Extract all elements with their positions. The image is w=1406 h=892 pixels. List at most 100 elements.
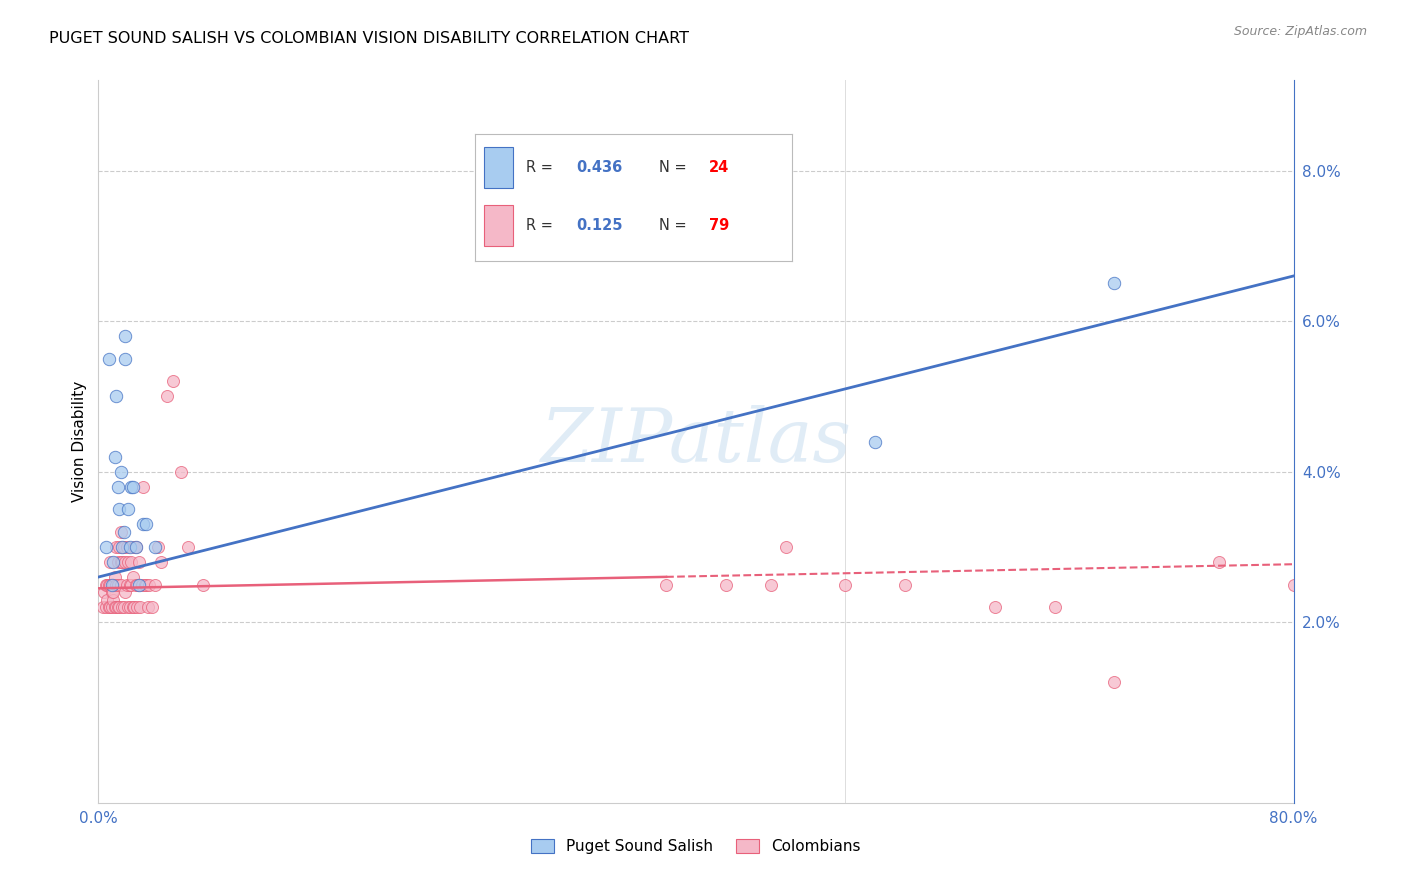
Point [111,555,134,569]
Point [1282,577,1305,591]
Point [125,577,148,591]
Point [93,585,115,599]
Point [94,540,117,554]
Point [1104,675,1126,690]
Point [117,600,139,615]
Point [150,555,173,569]
Point [143,540,166,554]
Point [96,577,118,591]
Point [118,577,141,591]
Point [98,600,122,615]
Point [114,555,136,569]
Point [104,450,127,464]
Point [118,600,141,615]
Point [94,577,117,591]
Point [105,540,128,554]
Legend: Puget Sound Salish, Colombians: Puget Sound Salish, Colombians [524,833,868,860]
Point [169,465,191,479]
Point [162,375,184,389]
Point [104,570,127,584]
Point [114,329,136,343]
Point [121,600,143,615]
Point [131,577,153,591]
Point [129,600,152,615]
Point [865,434,887,449]
Point [138,577,160,591]
Point [103,555,125,569]
Point [94,600,117,615]
Point [97,577,120,591]
Point [110,524,132,539]
Point [1104,277,1126,291]
Point [121,570,143,584]
Point [97,351,120,366]
Point [1208,555,1230,569]
Point [112,524,135,539]
Point [128,577,150,591]
Point [108,600,131,615]
Point [114,585,136,599]
Point [148,540,170,554]
Point [108,502,131,516]
Point [128,555,150,569]
Point [125,540,148,554]
Point [136,600,159,615]
Point [91,600,114,615]
Point [135,517,157,532]
Point [124,540,146,554]
Point [98,555,122,569]
Point [112,600,135,615]
Point [120,577,142,591]
Point [714,577,737,591]
Point [105,389,128,403]
Point [127,577,149,591]
Point [134,577,156,591]
Point [1043,600,1066,615]
Point [834,577,856,591]
Point [177,540,200,554]
Point [120,555,142,569]
Point [103,577,125,591]
Point [110,555,132,569]
Point [984,600,1007,615]
Point [191,577,214,591]
Point [141,600,163,615]
Point [110,465,132,479]
Point [894,577,917,591]
Point [111,600,134,615]
Point [132,480,155,494]
Point [101,600,124,615]
Point [143,577,166,591]
Point [112,540,135,554]
Text: Source: ZipAtlas.com: Source: ZipAtlas.com [1233,25,1367,38]
Point [105,577,128,591]
Point [135,577,157,591]
Point [655,577,678,591]
Point [115,577,138,591]
Point [110,577,132,591]
Point [759,577,782,591]
Point [118,540,141,554]
Point [105,600,128,615]
Point [124,600,146,615]
Point [96,592,118,607]
Y-axis label: Vision Disability: Vision Disability [72,381,87,502]
Point [108,540,131,554]
Point [107,555,129,569]
Point [107,600,129,615]
Point [103,585,125,599]
Point [120,480,142,494]
Point [98,577,122,591]
Text: PUGET SOUND SALISH VS COLOMBIAN VISION DISABILITY CORRELATION CHART: PUGET SOUND SALISH VS COLOMBIAN VISION D… [49,31,689,46]
Point [107,577,129,591]
Point [121,480,143,494]
Point [111,540,134,554]
Point [115,540,138,554]
Point [125,540,148,554]
Point [97,600,120,615]
Point [156,389,179,403]
Text: ZIPatlas: ZIPatlas [540,405,852,478]
Point [775,540,797,554]
Point [117,555,139,569]
Point [117,502,139,516]
